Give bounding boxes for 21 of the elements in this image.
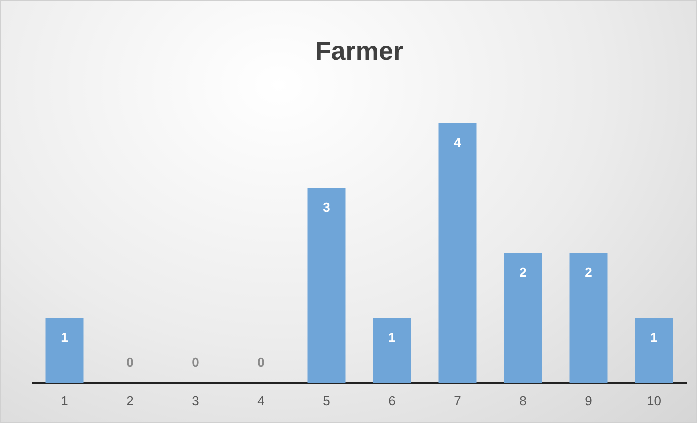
data-label: 0 xyxy=(126,355,134,370)
data-label: 1 xyxy=(650,330,658,345)
x-tick-label: 9 xyxy=(585,394,592,408)
chart-title: Farmer xyxy=(315,36,404,66)
x-tick-label: 2 xyxy=(126,394,134,408)
x-tick-label: 10 xyxy=(647,394,662,408)
data-label: 1 xyxy=(388,330,396,345)
data-label: 0 xyxy=(258,355,265,370)
x-tick-label: 7 xyxy=(454,394,462,408)
x-tick-label: 3 xyxy=(192,394,200,408)
data-label: 3 xyxy=(323,200,330,215)
x-tick-label: 5 xyxy=(323,394,330,408)
x-tick-label: 6 xyxy=(388,394,396,408)
x-tick-label: 4 xyxy=(258,394,265,408)
data-label: 2 xyxy=(520,265,527,280)
data-label: 1 xyxy=(61,330,68,345)
x-tick-label: 1 xyxy=(61,394,68,408)
data-label: 0 xyxy=(192,355,200,370)
data-label: 4 xyxy=(454,135,462,150)
x-tick-label: 8 xyxy=(520,394,527,408)
data-label: 2 xyxy=(585,265,592,280)
